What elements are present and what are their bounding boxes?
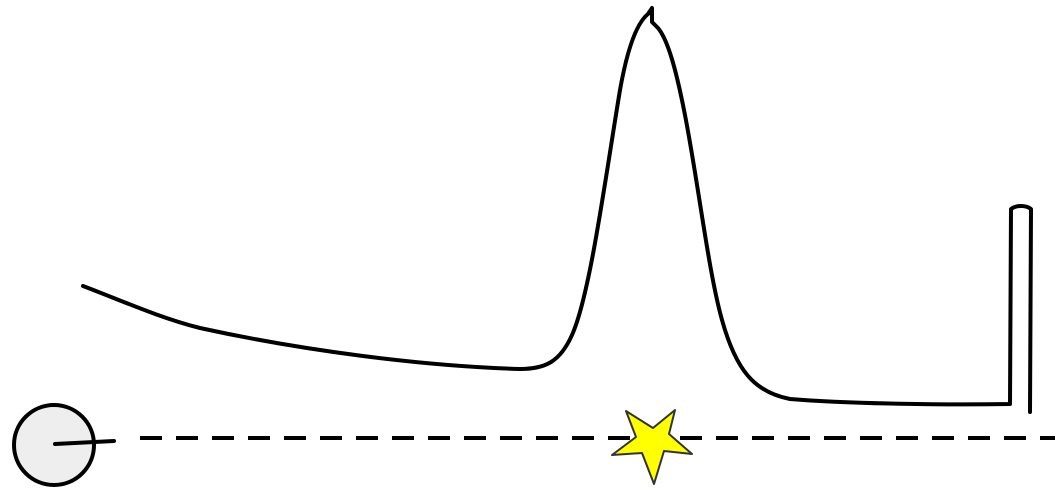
star-icon[interactable]: [611, 409, 693, 485]
ball[interactable]: [12, 403, 116, 487]
ball-direction-indicator: [53, 439, 116, 446]
terrain-curve: [81, 6, 1033, 414]
